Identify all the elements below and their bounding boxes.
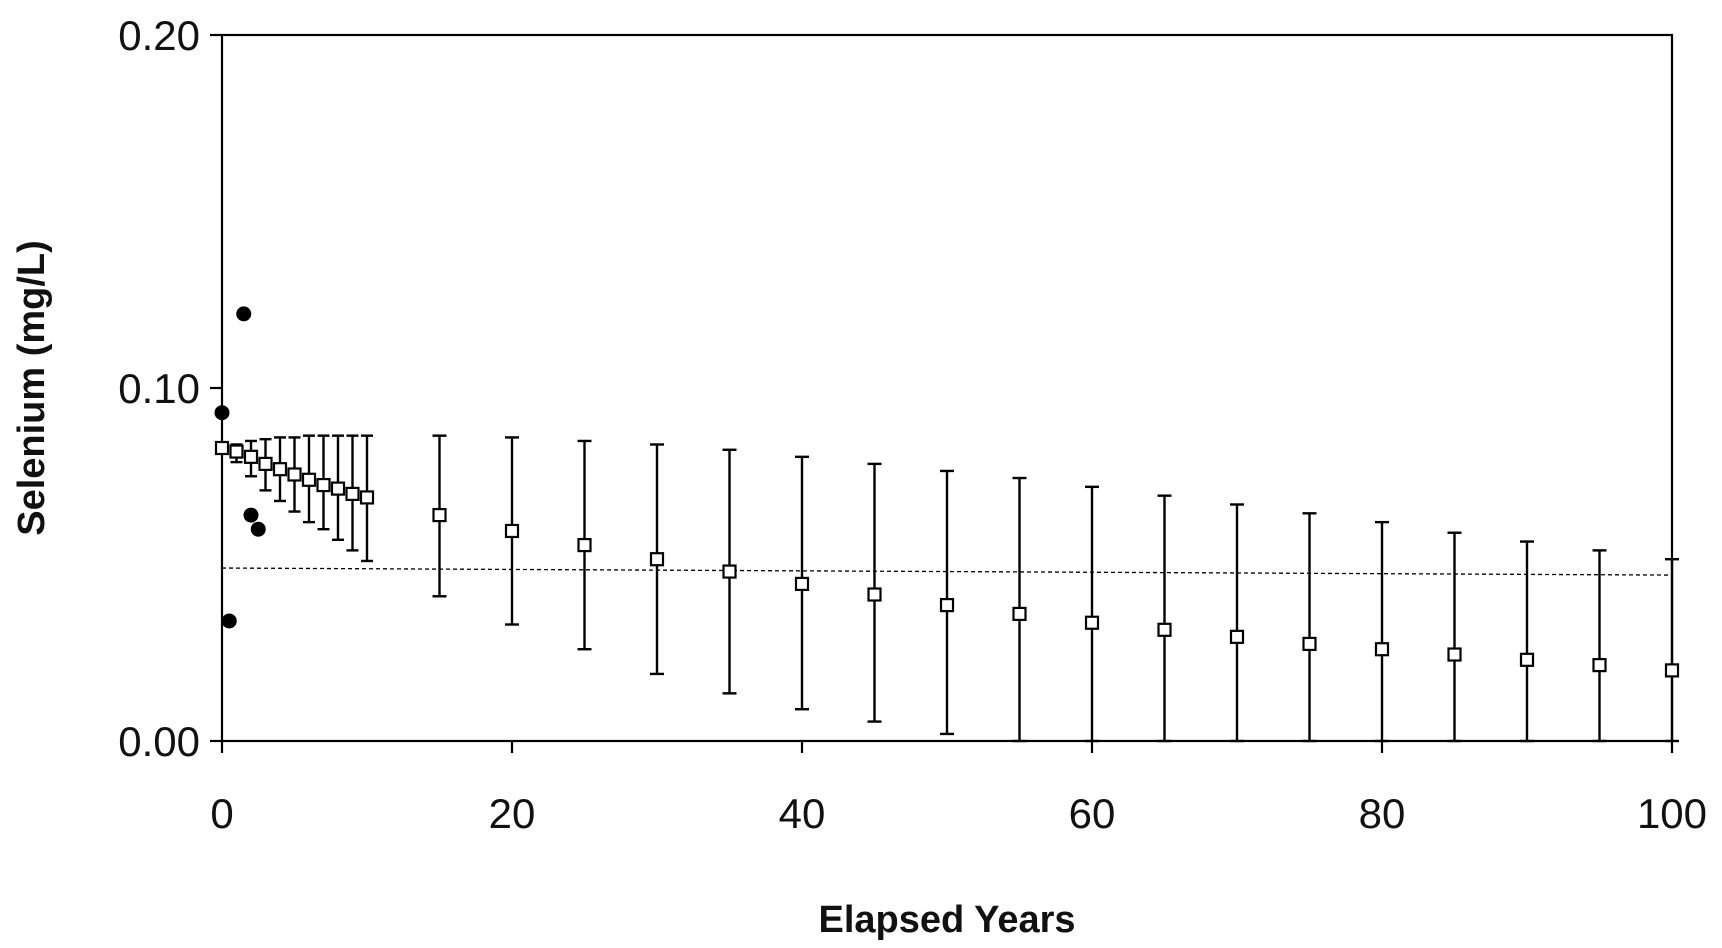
open-square-point — [1086, 617, 1098, 629]
open-square-point — [434, 509, 446, 521]
open-square-point — [651, 553, 663, 565]
open-square-point — [941, 599, 953, 611]
open-square-point — [1304, 638, 1316, 650]
open-square-point — [506, 525, 518, 537]
x-tick-label: 80 — [1359, 790, 1406, 837]
open-square-point — [1449, 649, 1461, 661]
open-square-point — [869, 589, 881, 601]
open-square-point — [318, 479, 330, 491]
x-tick-label: 40 — [779, 790, 826, 837]
open-square-point — [1594, 659, 1606, 671]
filled-circle-point — [244, 508, 259, 523]
open-square-point — [1666, 664, 1678, 676]
open-square-point — [724, 566, 736, 578]
x-tick-label: 60 — [1069, 790, 1116, 837]
filled-circle-point — [251, 522, 266, 537]
open-square-point — [231, 446, 243, 458]
open-square-point — [260, 458, 272, 470]
open-square-point — [332, 483, 344, 495]
y-axis-title: Selenium (mg/L) — [11, 240, 53, 536]
tick-labels: 0.00 0.10 0.20 0 20 40 60 80 100 — [118, 12, 1707, 837]
y-tick-label: 0.20 — [118, 12, 200, 59]
y-tick-label: 0.10 — [118, 365, 200, 412]
filled-circle-point — [215, 405, 230, 420]
open-square-point — [1014, 608, 1026, 620]
y-tick-label: 0.00 — [118, 718, 200, 765]
filled-circle-point — [222, 613, 237, 628]
plot-frame — [210, 35, 1672, 753]
open-square-point — [289, 468, 301, 480]
open-square-point — [274, 463, 286, 475]
open-square-point — [1376, 643, 1388, 655]
filled-circle-point — [236, 306, 251, 321]
open-square-point — [579, 539, 591, 551]
open-square-point — [1231, 631, 1243, 643]
x-tick-label: 100 — [1637, 790, 1707, 837]
open-square-point — [361, 491, 373, 503]
open-square-point — [245, 451, 257, 463]
open-square-point — [1521, 654, 1533, 666]
open-square-point — [216, 442, 228, 454]
open-square-point — [796, 578, 808, 590]
x-tick-label: 20 — [489, 790, 536, 837]
x-tick-label: 0 — [210, 790, 233, 837]
error-bars — [231, 436, 1680, 741]
open-square-point — [303, 474, 315, 486]
open-square-point — [1159, 624, 1171, 636]
x-axis-title: Elapsed Years — [818, 899, 1075, 941]
open-square-point — [347, 488, 359, 500]
